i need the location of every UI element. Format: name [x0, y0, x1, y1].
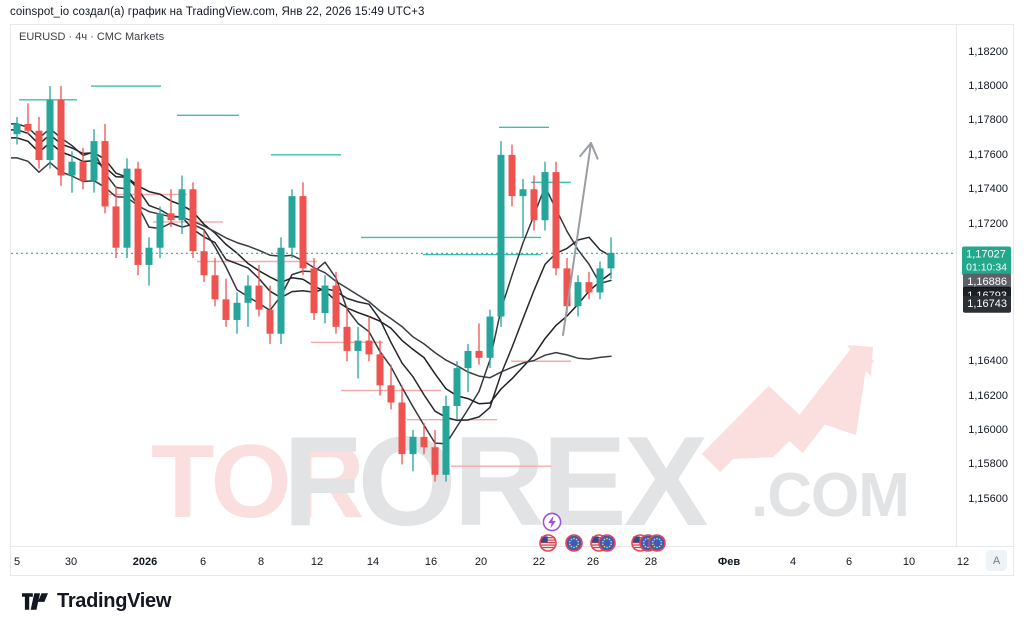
time-tick-label: 16 — [424, 556, 438, 568]
time-tick-label: 2026 — [132, 556, 158, 568]
time-tick-label: 6 — [845, 556, 853, 568]
tradingview-logo-icon — [22, 592, 48, 610]
current-price-value: 1,17027 — [966, 248, 1006, 261]
attribution-bar: coinspot_io создал(а) график на TradingV… — [0, 0, 1024, 24]
price-tick-label: 1,16200 — [968, 389, 1008, 402]
price-tick-label: 1,15800 — [968, 458, 1008, 471]
price-axis[interactable]: 1,18200 1,18000 1,17800 1,17600 1,17400 1,172… — [956, 25, 1013, 547]
ma-price-badge[interactable]: 1,16886 — [963, 273, 1011, 290]
price-tick-label: 1,18200 — [968, 45, 1008, 58]
bar-countdown: 01:10:34 — [966, 261, 1007, 274]
time-tick-label: 14 — [366, 556, 380, 568]
time-tick-label: Фев — [717, 556, 741, 568]
chart-legend: EURUSD · 4ч · CMC Markets — [19, 31, 165, 43]
time-axis[interactable]: 5 30 2026 6 8 12 14 16 20 22 26 28 Фев 4 6 10 12 A — [11, 546, 1013, 575]
time-tick-label: 22 — [532, 556, 546, 568]
price-tick-label: 1,17200 — [968, 217, 1008, 230]
time-tick-label: 26 — [586, 556, 600, 568]
time-tick-label: 28 — [644, 556, 658, 568]
chart-frame: TOR FOREX .COM EURUSD · 4ч · CMC Markets… — [10, 24, 1014, 576]
footer-bar: TradingView — [0, 576, 1024, 626]
time-tick-label: 30 — [64, 556, 78, 568]
price-tick-label: 1,17400 — [968, 183, 1008, 196]
attribution-text: coinspot_io создал(а) график на TradingV… — [10, 6, 425, 18]
price-tick-label: 1,16400 — [968, 355, 1008, 368]
price-tick-label: 1,17600 — [968, 148, 1008, 161]
price-tick-label: 1,17800 — [968, 114, 1008, 127]
autoscale-button[interactable]: A — [986, 550, 1007, 571]
time-tick-label: 8 — [257, 556, 265, 568]
price-tick-label: 1,16000 — [968, 424, 1008, 437]
tradingview-brand-name: TradingView — [57, 589, 172, 612]
price-tick-label: 1,15600 — [968, 492, 1008, 505]
time-tick-label: 4 — [789, 556, 797, 568]
time-tick-label: 10 — [902, 556, 916, 568]
plot-area[interactable] — [11, 25, 957, 547]
time-tick-label: 12 — [956, 556, 970, 568]
time-tick-label: 6 — [199, 556, 207, 568]
price-tick-label: 1,18000 — [968, 80, 1008, 93]
ma-price-badge[interactable]: 1,16743 — [963, 296, 1011, 313]
time-tick-label: 12 — [310, 556, 324, 568]
time-tick-label: 20 — [474, 556, 488, 568]
time-tick-label: 5 — [13, 556, 21, 568]
current-price-badge[interactable]: 1,17027 01:10:34 — [962, 246, 1011, 276]
